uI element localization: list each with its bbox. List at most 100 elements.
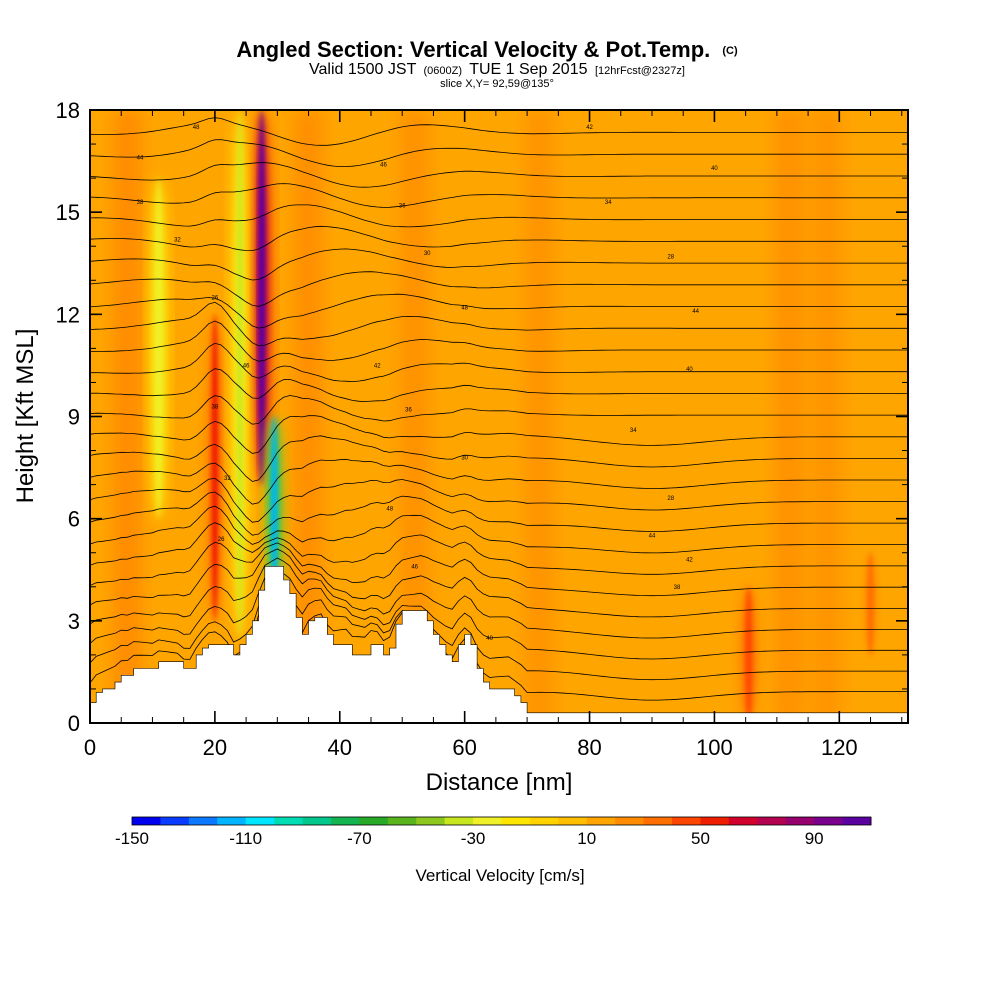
chart-subtitle: Valid 1500 JST (0600Z) TUE 1 Sep 2015 [1… [309,61,685,78]
field-band [113,110,142,723]
colorbar-swatch [529,817,559,825]
colorbar-swatch [558,817,588,825]
isentrope [90,569,908,660]
x-tick-label: 80 [577,735,601,760]
contour-labels: 48 44 46 42 40 38 36 34 32 30 28 26 48 44 46 42 40 38 36 34… [137,125,719,642]
y-axis-title: Height [Kft MSL] [12,329,39,504]
contour-label: 32 [174,237,181,243]
updraft-core [745,586,752,723]
contour-label: 48 [386,506,393,512]
contour-label: 30 [424,251,431,257]
contour-label: 48 [461,306,468,312]
colorbar-swatch [842,817,872,825]
colorbar-swatch [359,817,389,825]
x-tick-label: 60 [452,735,476,760]
y-tick-label: 6 [68,507,80,532]
colorbar-swatch [501,817,531,825]
contour-label: 28 [667,254,674,260]
colorbar-swatch [416,817,446,825]
isentrope [90,139,908,167]
isentrope [90,248,908,281]
colorbar: -150 -110 -70 -30 10 50 90 [115,816,872,848]
isentrope [90,458,908,505]
contour-label: 26 [212,295,219,301]
isentrope [90,320,908,362]
contour-label: 44 [692,309,699,315]
colorbar-swatch [757,817,787,825]
colorbar-swatch [330,817,360,825]
isentrope [90,368,908,403]
colorbar-swatch [444,817,474,825]
isentrope [90,183,908,208]
colorbar-label: -110 [229,829,262,848]
y-tick-label: 15 [56,200,80,225]
y-tick-label: 0 [68,711,80,736]
x-tick-label: 120 [821,735,858,760]
colorbar-title: Vertical Velocity [cm/s] [415,866,584,885]
x-tick-label: 40 [328,735,352,760]
colorbar-swatch [672,817,701,825]
updraft-core [867,552,874,655]
contour-label: 34 [605,200,612,206]
isentrope [90,557,908,639]
colorbar-swatch [387,817,417,825]
x-tick-label: 0 [84,735,96,760]
isentrope [90,477,908,523]
x-tick-label: 100 [696,735,733,760]
field-background [90,110,908,723]
isentrope [90,505,908,554]
contour-label: 42 [586,125,593,131]
contour-label: 42 [374,363,381,369]
downdraft-core [237,110,243,638]
contour-label: 38 [674,585,681,591]
downdraft-core [271,416,277,604]
potential-temperature-contours [90,117,908,701]
isentrope [90,395,908,425]
downdraft-core [156,178,162,519]
colorbar-swatch [728,817,758,825]
colorbar-swatch [700,817,730,825]
contour-label: 40 [686,367,693,373]
colorbar-swatch [785,817,815,825]
colorbar-label: -30 [461,829,486,848]
colorbar-swatch [160,817,190,825]
colorbar-swatch [643,817,673,825]
terrain [90,566,908,723]
contour-label: 34 [630,428,637,434]
x-axis-title: Distance [nm] [426,769,573,796]
y-tick-label: 9 [68,405,80,430]
isentrope [90,204,908,228]
contour-label: 46 [243,363,250,369]
isentrope [90,548,908,618]
vertical-velocity-field [90,110,908,723]
colorbar-swatch [245,817,275,825]
colorbar-swatch [586,817,616,825]
terrain-profile [90,566,908,723]
isentrope [90,293,908,329]
isentrope [90,162,908,188]
colorbar-label: -70 [347,829,372,848]
contour-label: 40 [711,166,718,172]
isentrope [90,491,908,536]
contour-label: 38 [137,200,144,206]
contour-label: 48 [193,125,200,131]
y-tick-label: 12 [56,302,80,327]
colorbar-swatch [274,817,304,825]
colorbar-swatch [473,817,502,825]
colorbar-swatch [615,817,645,825]
contour-label: 42 [686,558,693,564]
isentrope [90,435,908,482]
y-tick-label: 18 [56,98,80,123]
updraft-core [258,110,265,485]
isentrope [90,591,908,701]
colorbar-label: 90 [805,829,824,848]
contour-label: 32 [224,476,231,482]
isentrope [90,541,908,597]
contour-label: 26 [218,537,225,543]
contour-label: 46 [380,162,387,168]
colorbar-label: 50 [691,829,710,848]
contour-label: 28 [667,496,674,502]
colorbar-label: -150 [115,829,149,848]
